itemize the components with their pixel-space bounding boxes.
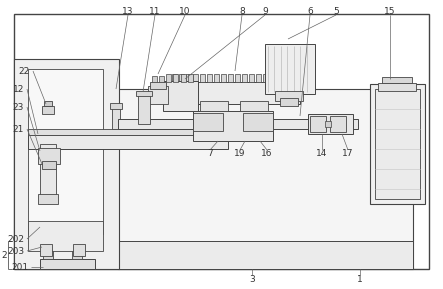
- Bar: [200, 74, 205, 82]
- Bar: [40, 144, 56, 199]
- Bar: [166, 74, 171, 82]
- Bar: [256, 74, 261, 82]
- Text: 13: 13: [122, 6, 134, 16]
- Text: 201: 201: [11, 262, 28, 271]
- Bar: [73, 244, 85, 256]
- Bar: [382, 77, 412, 83]
- Bar: [110, 103, 122, 109]
- Text: 7: 7: [207, 149, 213, 158]
- Text: 16: 16: [261, 149, 273, 158]
- Text: 23: 23: [12, 103, 24, 112]
- Bar: [28, 129, 228, 135]
- Text: 9: 9: [262, 6, 268, 16]
- Bar: [28, 69, 103, 234]
- Text: 11: 11: [149, 6, 161, 16]
- Bar: [375, 89, 420, 199]
- Bar: [40, 259, 95, 269]
- Bar: [284, 74, 289, 82]
- Text: 17: 17: [342, 149, 354, 158]
- Bar: [193, 74, 198, 82]
- Bar: [189, 74, 194, 82]
- Bar: [325, 121, 331, 127]
- Bar: [221, 74, 226, 82]
- Text: 1: 1: [357, 275, 363, 284]
- Text: 22: 22: [19, 66, 30, 75]
- Text: 14: 14: [316, 149, 328, 158]
- Bar: [378, 83, 416, 91]
- Bar: [174, 74, 179, 82]
- Bar: [170, 82, 300, 104]
- Bar: [150, 82, 166, 89]
- Bar: [277, 74, 282, 82]
- Text: 12: 12: [12, 84, 24, 94]
- Bar: [263, 74, 268, 82]
- Bar: [186, 74, 191, 82]
- Bar: [136, 91, 152, 96]
- Bar: [265, 44, 315, 94]
- Bar: [38, 194, 58, 204]
- Bar: [118, 119, 358, 129]
- Bar: [14, 14, 429, 269]
- Bar: [214, 74, 219, 82]
- Bar: [370, 84, 425, 204]
- Bar: [163, 81, 198, 111]
- Bar: [193, 111, 273, 141]
- Bar: [44, 101, 52, 106]
- Text: 2: 2: [1, 251, 7, 260]
- Bar: [280, 98, 298, 106]
- Bar: [118, 241, 413, 269]
- Bar: [28, 135, 228, 149]
- Text: 6: 6: [307, 6, 313, 16]
- Text: 203: 203: [7, 247, 24, 255]
- Bar: [138, 94, 150, 124]
- Bar: [310, 116, 326, 132]
- Bar: [275, 91, 303, 101]
- Text: 21: 21: [12, 125, 24, 134]
- Bar: [112, 107, 120, 129]
- Bar: [330, 116, 346, 132]
- Bar: [249, 74, 254, 82]
- Bar: [159, 76, 164, 82]
- Bar: [243, 113, 273, 131]
- Bar: [242, 74, 247, 82]
- Text: 3: 3: [249, 275, 255, 284]
- Text: 15: 15: [384, 6, 396, 16]
- Bar: [14, 59, 119, 269]
- Bar: [235, 74, 240, 82]
- Text: 19: 19: [234, 149, 246, 158]
- Bar: [308, 114, 353, 134]
- Bar: [291, 74, 296, 82]
- Bar: [179, 74, 184, 82]
- Bar: [38, 148, 60, 164]
- Bar: [207, 74, 212, 82]
- Bar: [42, 161, 56, 169]
- Bar: [172, 74, 177, 82]
- Text: 202: 202: [7, 234, 24, 244]
- Bar: [72, 251, 82, 259]
- Bar: [200, 101, 228, 111]
- Bar: [43, 251, 53, 259]
- Text: 5: 5: [333, 6, 339, 16]
- Bar: [270, 74, 275, 82]
- Bar: [42, 106, 54, 114]
- Bar: [181, 74, 186, 82]
- Bar: [28, 221, 103, 251]
- Text: 8: 8: [239, 6, 245, 16]
- Bar: [152, 76, 157, 82]
- Bar: [240, 101, 268, 111]
- Bar: [148, 86, 168, 104]
- Text: 10: 10: [179, 6, 191, 16]
- Bar: [228, 74, 233, 82]
- Bar: [40, 244, 52, 256]
- Bar: [193, 113, 223, 131]
- Bar: [118, 89, 413, 269]
